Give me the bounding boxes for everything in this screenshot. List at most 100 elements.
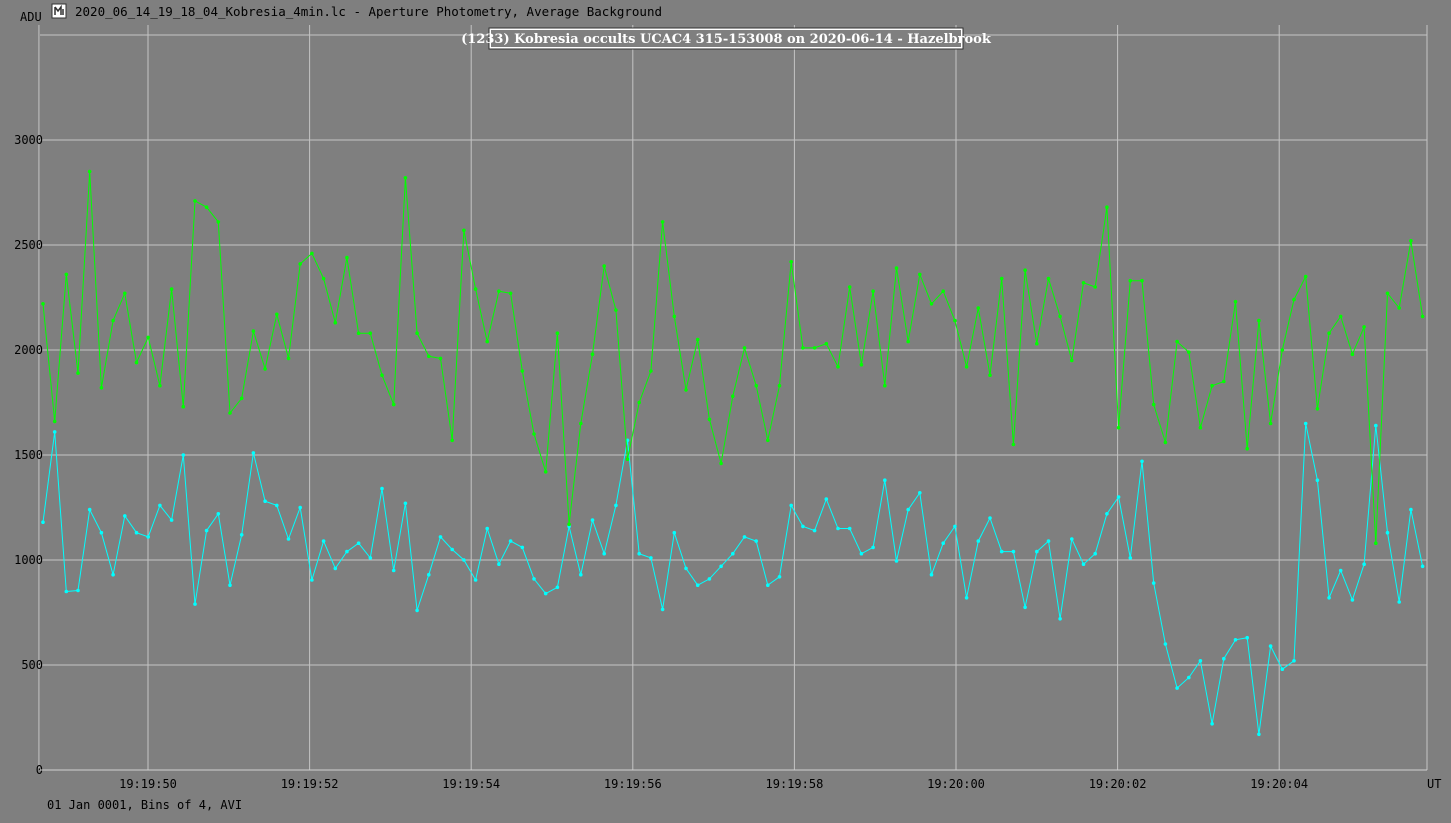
data-point xyxy=(427,354,431,359)
data-point xyxy=(1385,530,1390,535)
data-point xyxy=(894,559,899,563)
data-point xyxy=(1385,291,1390,296)
data-point xyxy=(707,577,712,581)
data-point xyxy=(111,318,115,323)
data-point xyxy=(1374,541,1378,545)
data-point xyxy=(1187,350,1191,354)
data-point xyxy=(649,369,653,373)
data-point xyxy=(742,346,747,350)
data-point xyxy=(941,541,945,545)
data-point xyxy=(660,607,665,612)
data-point xyxy=(333,320,338,325)
data-point xyxy=(1397,306,1401,310)
data-point xyxy=(801,524,805,529)
data-point xyxy=(310,578,314,582)
data-point xyxy=(812,528,817,533)
data-point xyxy=(64,272,69,277)
data-point xyxy=(579,421,583,426)
data-point xyxy=(169,287,174,291)
data-point xyxy=(1105,512,1109,516)
data-point xyxy=(1035,549,1039,554)
data-point xyxy=(953,318,957,323)
data-point xyxy=(555,585,560,590)
window-title-bar: 2020_06_14_19_18_04_Kobresia_4min.lc - A… xyxy=(51,3,662,19)
data-point xyxy=(450,547,455,552)
data-point xyxy=(812,346,817,350)
data-point xyxy=(158,383,162,388)
x-tick-label: 19:20:00 xyxy=(927,777,985,791)
data-point xyxy=(368,556,373,560)
data-point xyxy=(1070,358,1074,363)
data-point xyxy=(1011,549,1016,554)
data-point xyxy=(672,530,677,535)
data-point xyxy=(169,518,174,522)
data-point xyxy=(1350,352,1355,357)
data-point xyxy=(567,522,571,527)
data-point xyxy=(216,512,221,516)
data-point xyxy=(99,386,104,390)
data-point xyxy=(1058,314,1062,319)
y-tick-label: 0 xyxy=(36,763,43,777)
data-point xyxy=(1233,299,1238,304)
footer-info: 01 Jan 0001, Bins of 4, AVI xyxy=(47,798,242,812)
data-point xyxy=(1198,425,1203,430)
data-point xyxy=(847,526,852,531)
data-point xyxy=(286,356,291,361)
data-point xyxy=(1023,605,1027,610)
data-point xyxy=(999,276,1004,281)
app-icon[interactable] xyxy=(51,3,67,19)
data-point xyxy=(1292,659,1296,663)
data-point xyxy=(181,404,186,409)
data-point xyxy=(298,505,303,510)
data-point xyxy=(1327,331,1331,336)
data-point xyxy=(415,608,419,613)
data-point xyxy=(1187,675,1191,680)
data-point xyxy=(1151,581,1156,585)
data-point xyxy=(333,566,338,571)
data-point xyxy=(789,503,793,508)
data-point xyxy=(637,551,641,556)
data-point xyxy=(555,331,560,336)
data-point xyxy=(602,264,606,268)
data-point xyxy=(1280,667,1285,671)
data-point xyxy=(193,602,197,606)
data-point xyxy=(1233,638,1238,642)
data-point xyxy=(836,526,840,531)
data-point xyxy=(1081,562,1086,566)
x-tick-label: 19:19:50 xyxy=(119,777,177,791)
data-point xyxy=(473,287,478,291)
data-point xyxy=(345,255,349,260)
data-point xyxy=(1081,281,1086,285)
data-point xyxy=(976,306,981,310)
data-point xyxy=(497,289,501,294)
x-tick-label: 19:19:54 xyxy=(442,777,500,791)
data-point xyxy=(146,535,150,539)
data-point xyxy=(438,535,443,539)
y-tick-labels: 0 500 1000 1500 2000 2500 3000 xyxy=(14,133,43,777)
data-point xyxy=(1011,442,1016,447)
data-point xyxy=(719,564,723,569)
data-point xyxy=(1409,507,1413,512)
data-point xyxy=(1116,495,1121,499)
data-point xyxy=(99,530,104,535)
data-point xyxy=(380,486,384,491)
data-point xyxy=(871,545,875,550)
data-point xyxy=(1315,407,1320,411)
data-point xyxy=(824,341,829,346)
data-point xyxy=(76,588,80,593)
data-point xyxy=(1338,568,1343,573)
data-point xyxy=(1175,339,1179,344)
series-line xyxy=(42,171,1424,544)
data-point xyxy=(614,308,618,312)
data-point xyxy=(76,371,80,375)
data-point xyxy=(134,530,139,535)
data-point xyxy=(754,383,758,388)
data-point xyxy=(1198,659,1203,663)
data-point xyxy=(356,541,361,545)
data-point xyxy=(929,572,934,577)
series-target xyxy=(41,421,1425,737)
data-point xyxy=(1175,686,1179,690)
data-point xyxy=(1070,537,1074,541)
data-point xyxy=(87,169,92,174)
data-point xyxy=(41,520,45,524)
